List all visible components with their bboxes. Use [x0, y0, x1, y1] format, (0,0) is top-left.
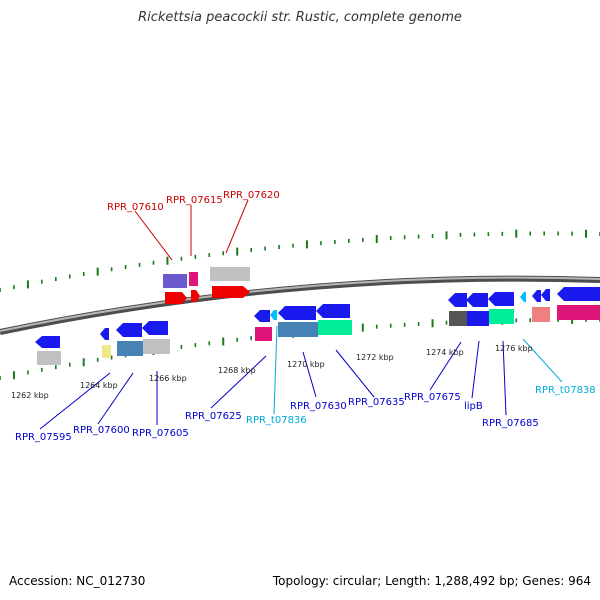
gene-label[interactable]: RPR_07615 [166, 195, 223, 206]
gene-arrow[interactable] [520, 292, 526, 302]
gene-arrow[interactable] [448, 293, 467, 307]
gene-label[interactable]: RPR_07600 [73, 425, 130, 436]
gene-arrow[interactable] [191, 290, 200, 302]
gene-feature[interactable] [189, 272, 198, 286]
gene-arrow[interactable] [557, 287, 600, 301]
gene-arrow[interactable] [142, 321, 168, 335]
kbp-label: 1266 kbp [149, 374, 187, 383]
gene-arrow[interactable] [116, 323, 142, 337]
gene-feature[interactable] [255, 327, 272, 341]
gene-feature[interactable] [532, 307, 550, 322]
gene-feature[interactable] [163, 274, 187, 288]
gene-feature[interactable] [318, 320, 352, 335]
upper-features [163, 267, 250, 304]
accession-text: Accession: NC_012730 [9, 574, 146, 588]
genome-backbone [0, 275, 600, 335]
kbp-label: 1268 kbp [218, 366, 256, 375]
lower-features [35, 287, 600, 365]
map-title: Rickettsia peacockii str. Rustic, comple… [138, 10, 462, 25]
kbp-label: 1262 kbp [11, 391, 49, 400]
gene-arrow[interactable] [488, 292, 514, 306]
gene-label[interactable]: RPR_07685 [482, 418, 539, 429]
gene-label[interactable]: RPR_07605 [132, 428, 189, 439]
gene-arrow[interactable] [270, 310, 277, 320]
gene-label[interactable]: RPR_07595 [15, 432, 72, 443]
upper-tick-row [0, 229, 600, 292]
gene-arrow[interactable] [212, 286, 250, 298]
gene-arrow[interactable] [316, 304, 350, 318]
gene-feature[interactable] [467, 311, 489, 326]
kbp-label: 1274 kbp [426, 348, 464, 357]
gene-feature[interactable] [37, 351, 61, 365]
gene-label[interactable]: lipB [464, 401, 483, 412]
gene-label[interactable]: RPR_t07836 [246, 415, 307, 426]
gene-arrow[interactable] [466, 293, 488, 307]
gene-arrow[interactable] [278, 306, 316, 320]
kbp-label: 1270 kbp [287, 360, 325, 369]
gene-label[interactable]: RPR_07635 [348, 397, 405, 408]
gene-label[interactable]: RPR_07610 [107, 202, 164, 213]
gene-feature[interactable] [489, 309, 514, 324]
gene-arrow[interactable] [254, 310, 270, 322]
gene-feature[interactable] [278, 322, 318, 337]
kbp-label: 1264 kbp [80, 381, 118, 390]
leader-lines [39, 199, 563, 430]
gene-label[interactable]: RPR_07630 [290, 401, 347, 412]
gene-feature[interactable] [449, 311, 467, 326]
kbp-label: 1272 kbp [356, 353, 394, 362]
gene-feature[interactable] [117, 341, 143, 356]
kbp-label: 1276 kbp [495, 344, 533, 353]
gene-arrow[interactable] [100, 328, 109, 340]
gene-label[interactable]: RPR_07675 [404, 392, 461, 403]
gene-label[interactable]: RPR_07625 [185, 411, 242, 422]
gene-arrow[interactable] [165, 292, 187, 304]
gene-feature[interactable] [210, 267, 250, 281]
gene-arrow[interactable] [35, 336, 60, 348]
gene-label[interactable]: RPR_t07838 [535, 385, 596, 396]
genome-summary-text: Topology: circular; Length: 1,288,492 bp… [272, 574, 591, 588]
gene-arrow[interactable] [532, 290, 541, 302]
gene-label[interactable]: RPR_07620 [223, 190, 280, 201]
gene-arrow[interactable] [541, 289, 550, 301]
gene-feature[interactable] [143, 339, 170, 354]
gene-feature[interactable] [102, 345, 111, 358]
gene-feature[interactable] [557, 305, 600, 320]
